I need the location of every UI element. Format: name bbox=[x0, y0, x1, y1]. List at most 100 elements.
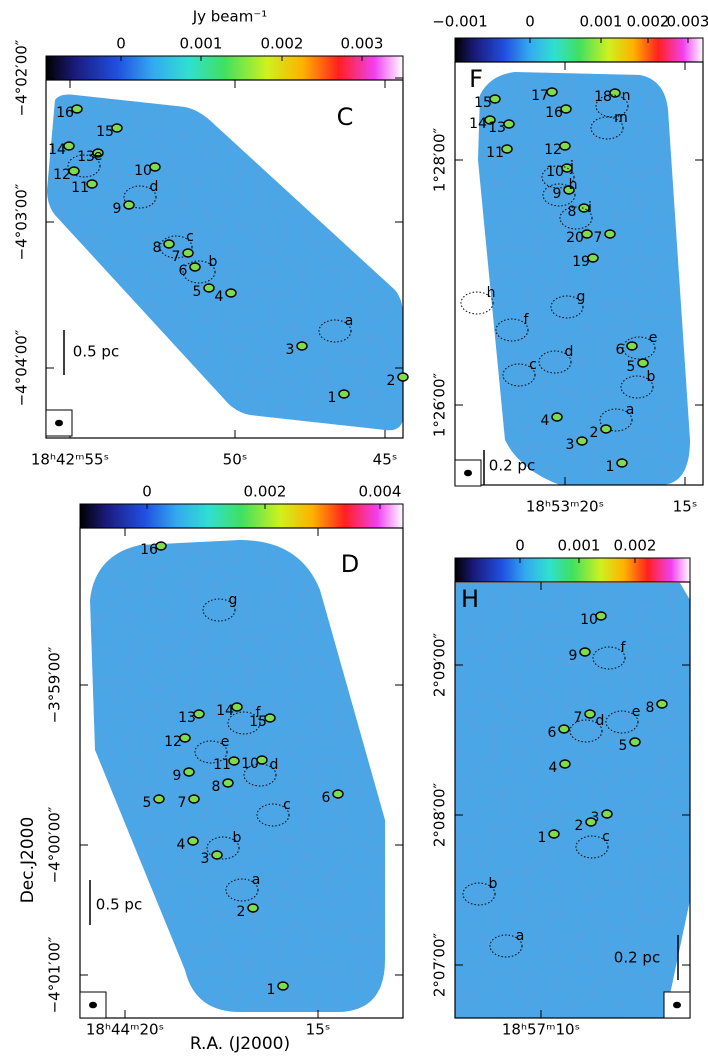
region-contour bbox=[206, 836, 240, 860]
source-label: c bbox=[186, 229, 194, 245]
colorbar-tick-label: 0.002 bbox=[627, 13, 670, 31]
region-contour bbox=[575, 835, 609, 859]
source-blob bbox=[637, 358, 649, 368]
source-blob bbox=[68, 166, 80, 176]
source-label: 13 bbox=[488, 120, 506, 136]
colorbar bbox=[79, 503, 404, 529]
source-blob bbox=[155, 541, 167, 551]
source-blob bbox=[222, 778, 234, 788]
region-contour bbox=[590, 116, 624, 140]
region-contour bbox=[595, 94, 629, 118]
map-frame bbox=[454, 61, 704, 486]
source-blob bbox=[86, 179, 98, 189]
colorbar bbox=[454, 557, 691, 583]
source-label: 7 bbox=[178, 795, 187, 811]
region-contour bbox=[622, 336, 656, 360]
region-contour bbox=[502, 363, 536, 387]
panel-label: C bbox=[337, 103, 354, 131]
source-label: f bbox=[524, 312, 530, 328]
source-blob bbox=[63, 141, 75, 151]
source-blob bbox=[629, 737, 641, 747]
source-blob bbox=[296, 341, 308, 351]
map-noise bbox=[455, 583, 690, 1018]
dec-tick-label: −4°04′00″ bbox=[13, 329, 31, 406]
source-blob bbox=[501, 144, 513, 154]
region-contour bbox=[542, 183, 576, 207]
source-blob bbox=[332, 789, 344, 799]
source-blob bbox=[551, 412, 563, 422]
dec-tick-label: −3°59′00″ bbox=[46, 646, 64, 723]
source-label: e bbox=[221, 734, 230, 750]
source-label: 16 bbox=[545, 105, 563, 121]
source-label: 18 bbox=[594, 89, 612, 105]
source-label: c bbox=[283, 797, 291, 813]
source-blob bbox=[264, 713, 276, 723]
map-frame bbox=[45, 79, 404, 439]
source-label: h bbox=[487, 285, 496, 301]
region-contour bbox=[243, 763, 277, 787]
source-label: 5 bbox=[143, 795, 152, 811]
colorbar-tick-label: 0 bbox=[515, 537, 525, 555]
region-contour bbox=[194, 740, 228, 764]
dec-tick-label: 2°08′00″ bbox=[431, 782, 449, 847]
colorbar-tick-label: 0.002 bbox=[261, 35, 304, 53]
colorbar-tick-label: 0.002 bbox=[614, 537, 657, 555]
colorbar-tick-label: 0 bbox=[116, 35, 126, 53]
source-label: 19 bbox=[572, 254, 590, 270]
colorbar bbox=[45, 55, 404, 81]
source-label: 14 bbox=[48, 142, 66, 158]
source-label: 5 bbox=[193, 284, 202, 300]
source-blob bbox=[182, 248, 194, 258]
source-label: e bbox=[632, 704, 641, 720]
source-label: 16 bbox=[140, 542, 158, 558]
source-label: 10 bbox=[134, 163, 152, 179]
source-blob bbox=[561, 163, 573, 173]
region-contour bbox=[460, 291, 494, 315]
scale-bar-label: 0.5 pc bbox=[73, 343, 119, 361]
source-label: a bbox=[252, 872, 261, 888]
source-blob bbox=[503, 119, 515, 129]
panel-label: H bbox=[461, 585, 479, 613]
dec-tick-label: 1°28′00″ bbox=[431, 127, 449, 192]
source-label: 7 bbox=[594, 230, 603, 246]
source-label: 5 bbox=[627, 359, 636, 375]
source-blob bbox=[560, 104, 572, 114]
region-contour bbox=[123, 185, 157, 209]
region-contour bbox=[182, 260, 216, 284]
source-label: 1 bbox=[606, 459, 615, 475]
source-label: b bbox=[233, 830, 242, 846]
source-label: 3 bbox=[591, 810, 600, 826]
source-label: 10 bbox=[241, 756, 259, 772]
region-contour bbox=[318, 319, 352, 343]
colorbar-tick-label: 0 bbox=[525, 13, 535, 31]
source-blob bbox=[559, 759, 571, 769]
source-label: 4 bbox=[549, 760, 558, 776]
source-blob bbox=[576, 436, 588, 446]
source-label: 1 bbox=[267, 982, 276, 998]
source-label: 6 bbox=[616, 342, 625, 358]
region-contour bbox=[620, 375, 654, 399]
source-label: 12 bbox=[544, 142, 562, 158]
panel: Jy beam⁻¹ 0 0.001 0.002 0.003 C −4°02′00″ −4°03… bbox=[13, 8, 409, 469]
source-label: 14 bbox=[469, 116, 487, 132]
source-blob bbox=[225, 288, 237, 298]
source-label: b bbox=[209, 254, 218, 270]
ra-tick-label: 18ʰ44ᵐ20ˢ bbox=[86, 1021, 164, 1039]
source-label: g bbox=[229, 592, 238, 608]
region-contour bbox=[495, 318, 529, 342]
source-label: 8 bbox=[568, 204, 577, 220]
source-blob bbox=[604, 229, 616, 239]
source-blob bbox=[579, 647, 591, 657]
ra-tick-label: 18ʰ57ᵐ10ˢ bbox=[502, 1021, 580, 1039]
source-label: a bbox=[626, 402, 635, 418]
dec-tick-label: −4°00′00″ bbox=[46, 806, 64, 883]
source-blob bbox=[256, 755, 268, 765]
source-blob bbox=[484, 115, 496, 125]
region-contour bbox=[541, 165, 575, 189]
source-label: 10 bbox=[546, 164, 564, 180]
region-contour bbox=[538, 350, 572, 374]
source-label: c bbox=[602, 829, 610, 845]
region-contour bbox=[67, 154, 101, 178]
source-blob bbox=[187, 836, 199, 846]
source-label: 12 bbox=[53, 167, 71, 183]
